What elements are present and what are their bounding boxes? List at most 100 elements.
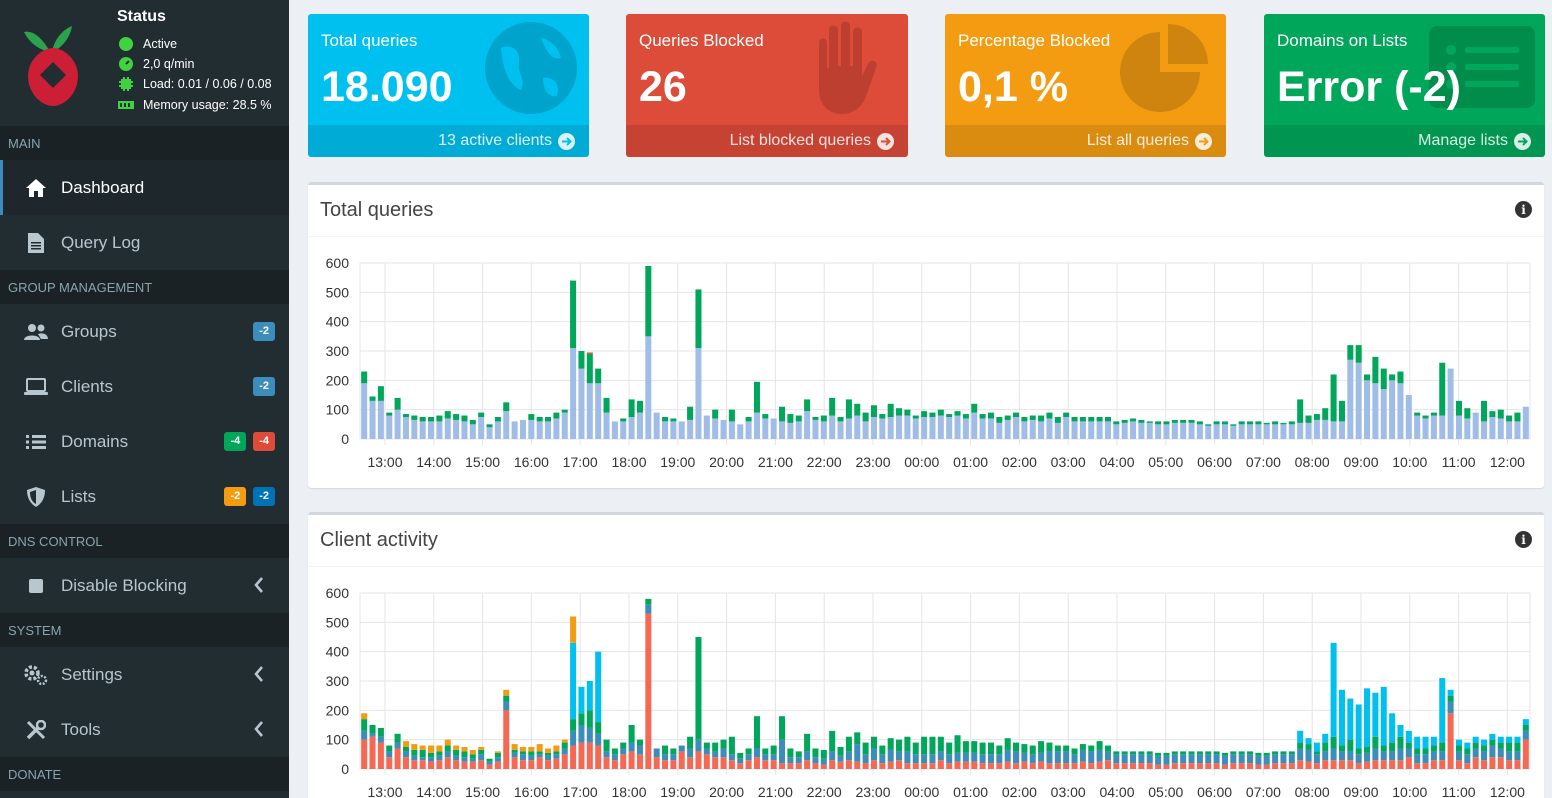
bar-segment[interactable] <box>461 757 468 762</box>
bar-segment[interactable] <box>703 415 710 439</box>
bar-segment[interactable] <box>1305 738 1312 745</box>
bar-segment[interactable] <box>812 757 819 764</box>
bar-segment[interactable] <box>453 760 460 769</box>
bar-segment[interactable] <box>444 745 451 752</box>
bar-segment[interactable] <box>1130 751 1137 755</box>
bar-segment[interactable] <box>921 411 928 417</box>
bar-segment[interactable] <box>1338 689 1345 746</box>
bar-segment[interactable] <box>511 744 518 750</box>
bar-segment[interactable] <box>1280 422 1287 425</box>
bar-segment[interactable] <box>1104 745 1111 752</box>
bar-segment[interactable] <box>595 383 602 439</box>
bar-segment[interactable] <box>1322 408 1329 420</box>
bar-segment[interactable] <box>745 421 752 439</box>
bar-segment[interactable] <box>478 754 485 761</box>
bar-segment[interactable] <box>912 763 919 769</box>
bar-segment[interactable] <box>1481 745 1488 752</box>
bar-segment[interactable] <box>770 760 777 769</box>
bar-segment[interactable] <box>545 417 552 422</box>
bar-segment[interactable] <box>812 419 819 439</box>
bar-segment[interactable] <box>678 745 685 752</box>
bar-segment[interactable] <box>1405 748 1412 758</box>
bar-segment[interactable] <box>937 751 944 761</box>
list-all-link[interactable]: List all queries <box>945 125 1226 157</box>
bar-segment[interactable] <box>1372 383 1379 439</box>
bar-segment[interactable] <box>377 400 384 439</box>
bar-segment[interactable] <box>1096 741 1103 750</box>
bar-segment[interactable] <box>503 710 510 769</box>
bar-segment[interactable] <box>1221 421 1228 425</box>
bar-segment[interactable] <box>1472 748 1479 758</box>
bar-segment[interactable] <box>578 368 585 439</box>
bar-segment[interactable] <box>1238 754 1245 764</box>
bar-segment[interactable] <box>636 400 643 413</box>
bar-segment[interactable] <box>1297 730 1304 743</box>
bar-segment[interactable] <box>695 348 702 439</box>
bar-segment[interactable] <box>369 400 376 439</box>
bar-segment[interactable] <box>779 716 786 740</box>
bar-segment[interactable] <box>1104 421 1111 439</box>
bar-segment[interactable] <box>377 386 384 401</box>
bar-segment[interactable] <box>1021 417 1028 422</box>
bar-segment[interactable] <box>1422 415 1429 419</box>
info-icon[interactable]: i <box>1515 531 1532 548</box>
bar-segment[interactable] <box>1330 374 1337 422</box>
bar-segment[interactable] <box>603 397 610 413</box>
info-icon[interactable]: i <box>1515 201 1532 218</box>
bar-segment[interactable] <box>528 747 535 752</box>
bar-segment[interactable] <box>428 752 435 758</box>
bar-segment[interactable] <box>670 418 677 422</box>
bar-segment[interactable] <box>862 763 869 769</box>
bar-segment[interactable] <box>1205 424 1212 426</box>
bar-segment[interactable] <box>1430 415 1437 439</box>
bar-segment[interactable] <box>1472 736 1479 743</box>
bar-segment[interactable] <box>870 760 877 769</box>
bar-segment[interactable] <box>1439 678 1446 743</box>
bar-segment[interactable] <box>1522 725 1529 731</box>
bar-segment[interactable] <box>1121 751 1128 755</box>
bar-segment[interactable] <box>519 751 526 755</box>
bar-segment[interactable] <box>929 417 936 439</box>
bar-segment[interactable] <box>444 418 451 439</box>
bar-segment[interactable] <box>653 757 660 769</box>
bar-segment[interactable] <box>494 757 501 762</box>
bar-segment[interactable] <box>645 336 652 439</box>
bar-segment[interactable] <box>987 742 994 755</box>
bar-segment[interactable] <box>887 738 894 750</box>
bar-segment[interactable] <box>1230 424 1237 426</box>
bar-segment[interactable] <box>845 760 852 769</box>
bar-segment[interactable] <box>678 751 685 769</box>
bar-segment[interactable] <box>1297 742 1304 749</box>
bar-segment[interactable] <box>1288 763 1295 769</box>
bar-segment[interactable] <box>503 402 510 412</box>
bar-segment[interactable] <box>453 749 460 756</box>
bar-segment[interactable] <box>586 352 593 354</box>
bar-segment[interactable] <box>369 396 376 401</box>
bar-segment[interactable] <box>962 761 969 769</box>
bar-segment[interactable] <box>1422 418 1429 439</box>
bar-segment[interactable] <box>1046 763 1053 769</box>
bar-segment[interactable] <box>545 748 552 753</box>
bar-segment[interactable] <box>528 755 535 761</box>
bar-segment[interactable] <box>1104 760 1111 769</box>
bar-segment[interactable] <box>1330 421 1337 439</box>
bar-segment[interactable] <box>703 754 710 769</box>
bar-segment[interactable] <box>921 736 928 755</box>
bar-segment[interactable] <box>444 739 451 746</box>
bar-segment[interactable] <box>1430 751 1437 761</box>
bar-segment[interactable] <box>1096 417 1103 422</box>
bar-segment[interactable] <box>1013 417 1020 439</box>
bar-segment[interactable] <box>1447 689 1454 696</box>
bar-segment[interactable] <box>1205 751 1212 755</box>
bar-segment[interactable] <box>411 760 418 769</box>
bar-segment[interactable] <box>1038 415 1045 422</box>
bar-segment[interactable] <box>386 751 393 758</box>
bar-segment[interactable] <box>795 415 802 422</box>
bar-segment[interactable] <box>536 757 543 769</box>
bar-segment[interactable] <box>494 751 501 753</box>
bar-segment[interactable] <box>1355 362 1362 439</box>
bar-segment[interactable] <box>628 399 635 417</box>
bar-segment[interactable] <box>770 754 777 761</box>
bar-segment[interactable] <box>1364 747 1371 753</box>
bar-segment[interactable] <box>1506 421 1513 439</box>
